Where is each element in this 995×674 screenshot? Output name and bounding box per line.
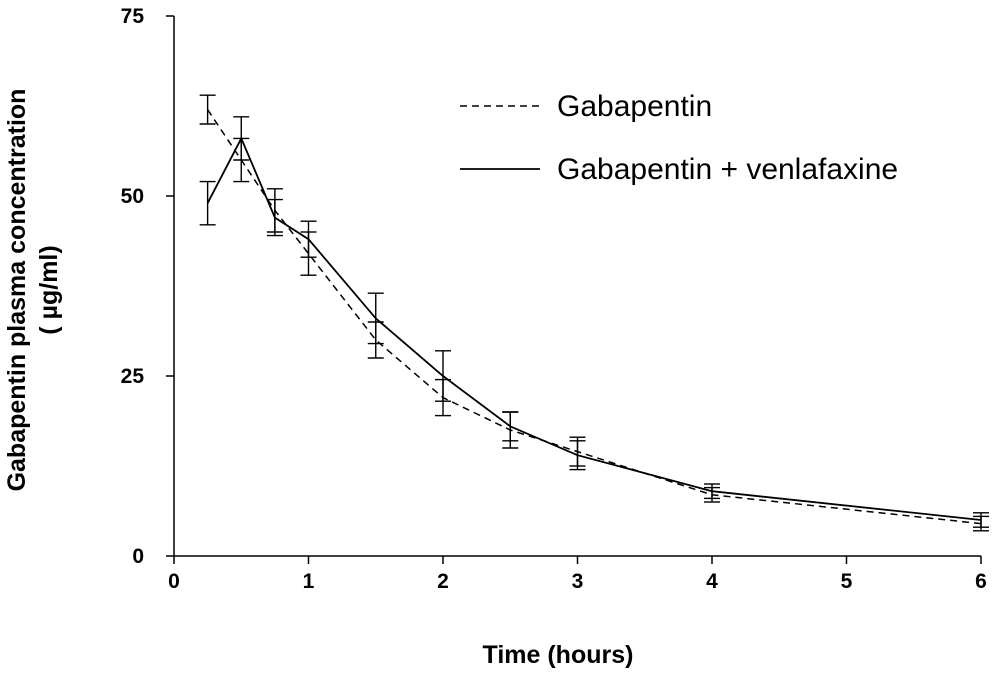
y-axis-title-line1: Gabapentin plasma concentration (3, 89, 31, 492)
x-tick-label: 3 (572, 570, 584, 593)
legend: Gabapentin Gabapentin + venlafaxine (460, 90, 898, 186)
legend-label-gabapentin: Gabapentin (557, 90, 712, 123)
x-tick-label: 4 (706, 570, 718, 593)
x-tick-label: 0 (168, 570, 180, 593)
y-tick-label: 0 (132, 545, 144, 568)
y-tick-label: 75 (121, 5, 145, 28)
x-tick-label: 5 (841, 570, 853, 593)
error-bar-gabapentin-venlafaxine (704, 483, 720, 500)
y-tick-label: 25 (121, 365, 145, 388)
error-bar-gabapentin-venlafaxine (199, 180, 216, 226)
series-group (199, 94, 989, 532)
error-bar-gabapentin-venlafaxine (367, 292, 384, 345)
tick-group: 0 1 2 3 4 5 6 0 25 50 75 (121, 5, 987, 593)
error-bar-gabapentin-venlafaxine (569, 440, 586, 471)
error-bar-gabapentin-venlafaxine (266, 198, 283, 237)
error-bar-gabapentin (199, 94, 216, 125)
error-bar-gabapentin-venlafaxine (435, 350, 451, 402)
error-bar-gabapentin-venlafaxine (502, 411, 519, 442)
y-tick-label: 50 (121, 185, 144, 208)
x-axis-title: Time (hours) (483, 641, 634, 669)
legend-label-gabapentin-venlafaxine: Gabapentin + venlafaxine (557, 153, 898, 186)
x-tick-label: 6 (975, 570, 987, 593)
error-bar-gabapentin-venlafaxine (233, 116, 250, 161)
series-line-gabapentin-venlafaxine (206, 136, 982, 521)
x-tick-label: 1 (303, 570, 315, 593)
error-bar-gabapentin-venlafaxine (973, 512, 989, 528)
x-tick-label: 2 (437, 570, 449, 593)
y-axis-title-line2: ( µg/ml) (35, 245, 63, 334)
error-bar-gabapentin-venlafaxine (300, 220, 317, 258)
